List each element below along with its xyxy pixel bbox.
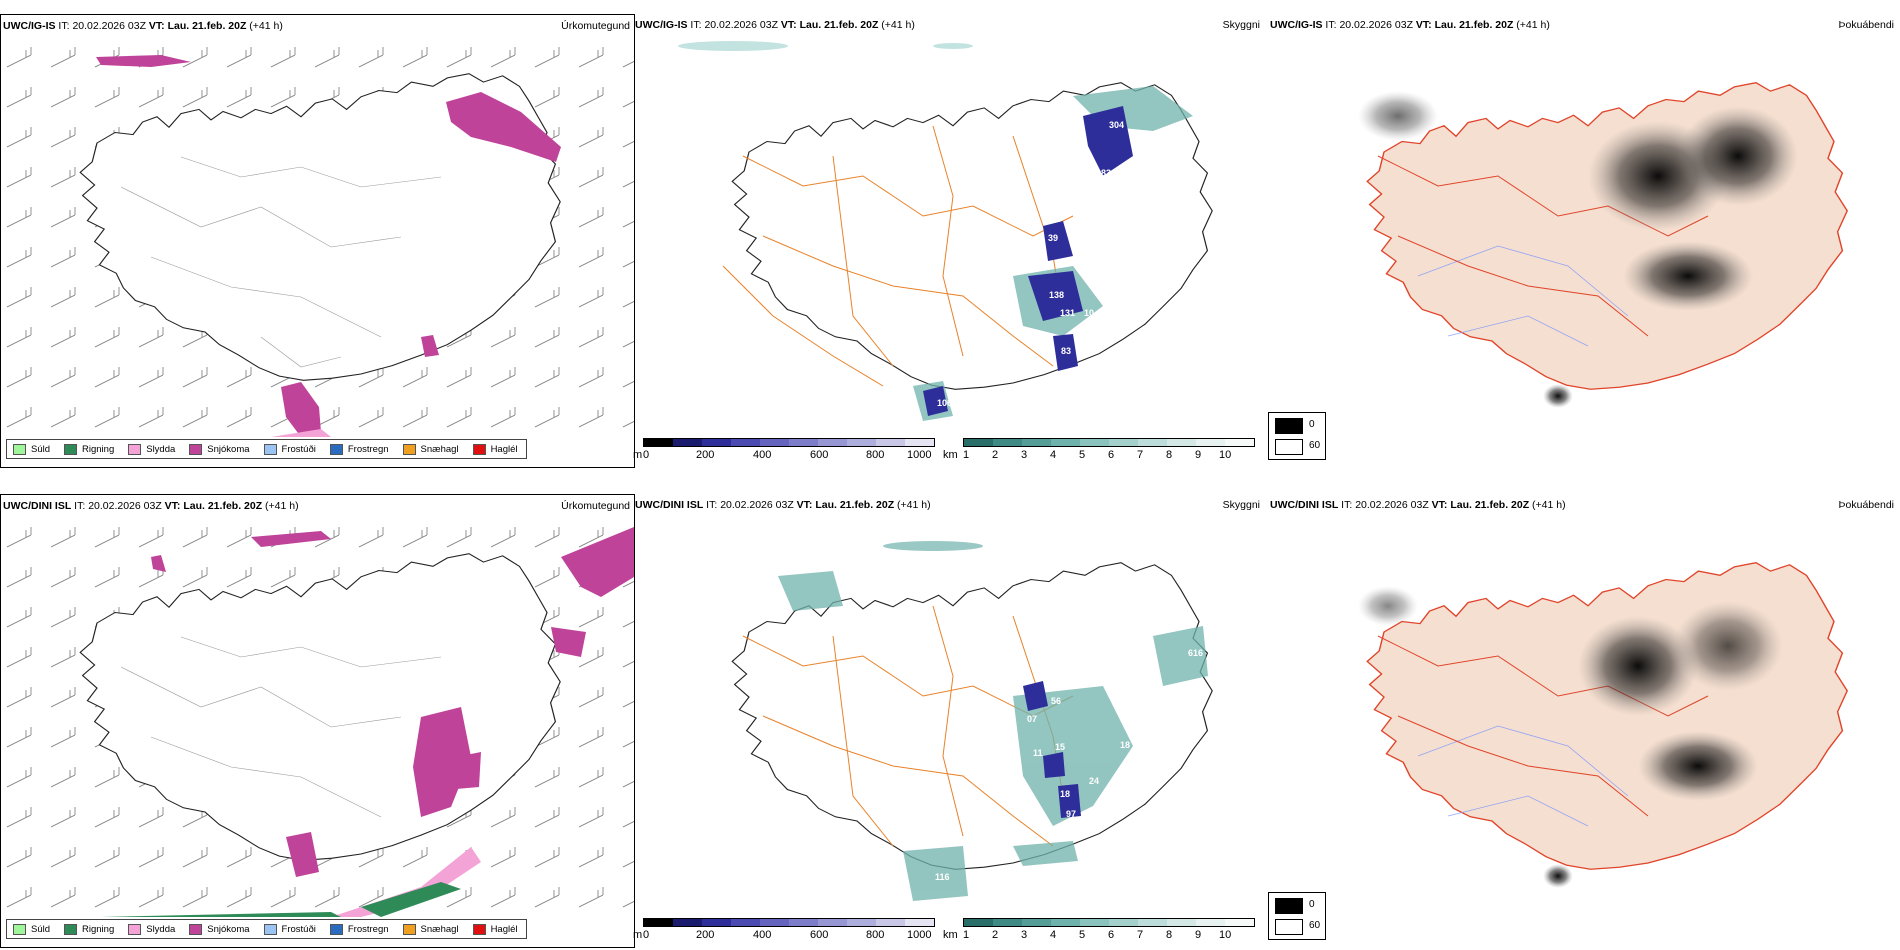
visibility-colorbar: km 1 2 3 4 5 6 7 8 9 10 xyxy=(943,918,1255,944)
colorbar-segment xyxy=(847,919,876,926)
model-name: UWC/IG-IS xyxy=(3,20,56,32)
value-label: 616 xyxy=(1188,648,1203,658)
colorbar-segment xyxy=(1225,439,1254,446)
fog-panel-igis: UWC/IG-IS IT: 20.02.2026 03Z VT: Lau. 21… xyxy=(1268,14,1900,466)
panel-header: UWC/IG-IS IT: 20.02.2026 03Z VT: Lau. 21… xyxy=(1270,19,1894,31)
visibility-map: 304 77 83 90 39 73 138 131 10 83 106 xyxy=(678,41,1213,421)
fog-legend: 0 60 xyxy=(1268,412,1326,460)
precip-map xyxy=(1,37,634,437)
colorbar-segment xyxy=(702,439,731,446)
colorbar-segment xyxy=(1196,919,1225,926)
colorbar-segment xyxy=(789,439,818,446)
value-label: 18 xyxy=(1120,740,1130,750)
ceiling-colorbar: m 0 200 400 600 800 1000 xyxy=(633,438,943,464)
colorbar-segment xyxy=(702,919,731,926)
colorbar-segment xyxy=(818,439,847,446)
panel-title: Úrkomutegund xyxy=(561,500,630,512)
fog-legend: 0 60 xyxy=(1268,892,1326,940)
panel-title: Skyggni xyxy=(1222,499,1260,511)
value-label: 90 xyxy=(1148,154,1158,164)
value-label: 18 xyxy=(1060,789,1070,799)
value-label: 15 xyxy=(1055,742,1065,752)
colorbar-segment xyxy=(1022,439,1051,446)
colorbar-segment xyxy=(1080,919,1109,926)
precip-map xyxy=(1,517,634,917)
visibility-colorbar: km 1 2 3 4 5 6 7 8 9 10 xyxy=(943,438,1255,464)
value-label: 131 xyxy=(1060,308,1075,318)
value-label: 116 xyxy=(935,872,950,882)
colorbar-segment xyxy=(993,919,1022,926)
colorbar-segment xyxy=(905,439,934,446)
colorbar-segment xyxy=(1080,439,1109,446)
precip-type-panel-dini: UWC/DINI ISL IT: 20.02.2026 03Z VT: Lau.… xyxy=(0,494,635,948)
colorbar-segment xyxy=(876,919,905,926)
value-label: 73 xyxy=(1117,274,1127,284)
value-label: 11 xyxy=(1033,748,1043,758)
colorbar-segment xyxy=(818,919,847,926)
colorbar-segment xyxy=(1022,919,1051,926)
panel-title: Úrkomutegund xyxy=(561,20,630,32)
ceiling-colorbar: m 0 200 400 600 800 1000 xyxy=(633,918,943,944)
panel-header: UWC/IG-IS IT: 20.02.2026 03Z VT: Lau. 21… xyxy=(635,19,1260,31)
value-label: 77 xyxy=(1136,130,1146,140)
panel-title: Þokuábendi xyxy=(1838,499,1894,511)
value-label: 56 xyxy=(1051,696,1061,706)
panel-title: Skyggni xyxy=(1222,19,1260,31)
value-label: 97 xyxy=(1066,809,1076,819)
fog-panel-dini: UWC/DINI ISL IT: 20.02.2026 03Z VT: Lau.… xyxy=(1268,494,1900,946)
colorbar-segment xyxy=(847,439,876,446)
visibility-panel-dini: UWC/DINI ISL IT: 20.02.2026 03Z VT: Lau.… xyxy=(633,494,1268,946)
colorbar-segment xyxy=(1196,439,1225,446)
colorbar-segment xyxy=(789,919,818,926)
colorbar-segment xyxy=(731,919,760,926)
value-label: 24 xyxy=(1089,776,1099,786)
colorbar-segment xyxy=(731,439,760,446)
lead-time: (+41 h) xyxy=(249,20,283,32)
precip-type-legend: Súld Rigning Slydda Snjókoma Frostúði Fr… xyxy=(6,919,527,939)
colorbar-segment xyxy=(964,919,993,926)
init-time: 20.02.2026 03Z xyxy=(72,20,146,32)
colorbar-segment xyxy=(673,919,702,926)
colorbar-segment xyxy=(1051,919,1080,926)
colorbar-segment xyxy=(1167,919,1196,926)
colorbar-segment xyxy=(673,439,702,446)
colorbar-segment xyxy=(964,439,993,446)
panel-header: UWC/DINI ISL IT: 20.02.2026 03Z VT: Lau.… xyxy=(1270,499,1894,511)
colorbar-segment xyxy=(1225,919,1254,926)
colorbar-segment xyxy=(644,439,673,446)
colorbar-segment xyxy=(1138,919,1167,926)
colorbar-segment xyxy=(760,919,789,926)
precip-type-legend: Súld Rigning Slydda Snjókoma Frostúði Fr… xyxy=(6,439,527,459)
panel-title: Þokuábendi xyxy=(1838,19,1894,31)
colorbar-segment xyxy=(760,439,789,446)
value-label: 07 xyxy=(1027,714,1037,724)
value-label: 10 xyxy=(1084,308,1094,318)
value-label: 304 xyxy=(1109,120,1124,130)
precip-type-panel-igis: UWC/IG-IS IT: 20.02.2026 03Z VT: Lau. 21… xyxy=(0,14,635,468)
value-label: 138 xyxy=(1049,290,1064,300)
visibility-panel-igis: UWC/IG-IS IT: 20.02.2026 03Z VT: Lau. 21… xyxy=(633,14,1268,466)
colorbar-segment xyxy=(1109,919,1138,926)
value-label: 83 xyxy=(1101,168,1111,178)
colorbar-segment xyxy=(1138,439,1167,446)
colorbar-segment xyxy=(876,439,905,446)
visibility-map: 616 56 07 15 11 18 24 18 97 116 xyxy=(731,541,1213,901)
panel-header: UWC/DINI ISL IT: 20.02.2026 03Z VT: Lau.… xyxy=(635,499,1260,511)
value-label: 39 xyxy=(1048,233,1058,243)
panel-header: UWC/IG-IS IT: 20.02.2026 03Z VT: Lau. 21… xyxy=(3,20,630,32)
colorbar-segment xyxy=(993,439,1022,446)
colorbar-segment xyxy=(1167,439,1196,446)
colorbar-segment xyxy=(644,919,673,926)
colorbar-segment xyxy=(905,919,934,926)
panel-header: UWC/DINI ISL IT: 20.02.2026 03Z VT: Lau.… xyxy=(3,500,630,512)
valid-time: Lau. 21.feb. 20Z xyxy=(167,20,247,32)
value-label: 106 xyxy=(937,398,952,408)
fog-map xyxy=(1358,81,1848,408)
colorbar-segment xyxy=(1051,439,1080,446)
value-label: 83 xyxy=(1061,346,1071,356)
fog-map xyxy=(1358,561,1848,888)
colorbar-segment xyxy=(1109,439,1138,446)
